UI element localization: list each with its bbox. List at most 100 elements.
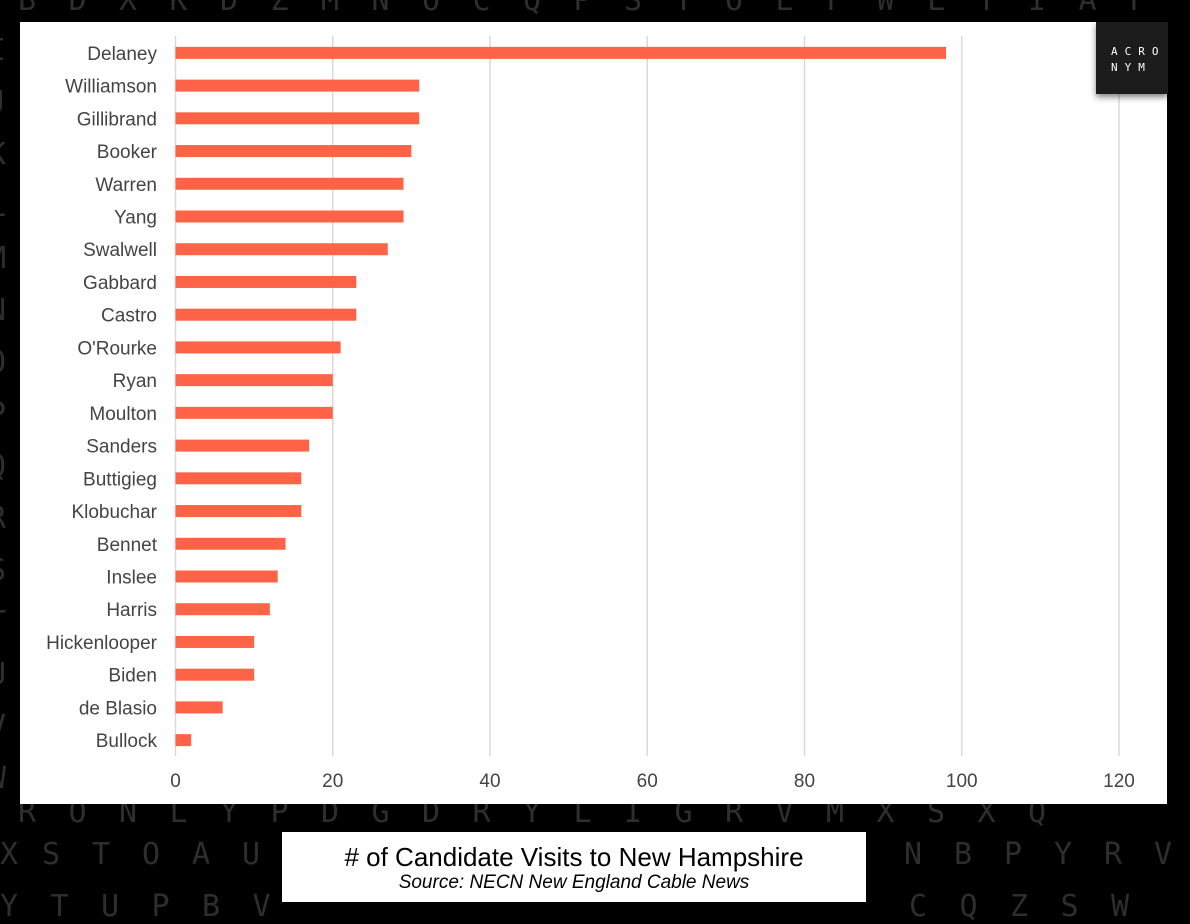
- x-tick-label: 20: [322, 771, 343, 792]
- background-letter: C: [473, 0, 491, 18]
- bar: [175, 472, 302, 485]
- background-letter: U: [242, 837, 260, 872]
- bar: [175, 308, 357, 321]
- category-label: Gabbard: [83, 273, 157, 294]
- background-letter: A: [1079, 0, 1097, 18]
- bar: [175, 374, 333, 387]
- background-letter: Q: [0, 449, 6, 484]
- background-letter: V: [0, 709, 6, 744]
- bar: [175, 243, 388, 256]
- background-letter: I: [1028, 0, 1046, 18]
- background-letter: D: [220, 0, 238, 18]
- background-letter: U: [0, 657, 6, 692]
- category-label: Williamson: [65, 77, 157, 98]
- category-label: Booker: [97, 142, 158, 163]
- bar: [175, 635, 255, 648]
- background-letter: K: [170, 0, 188, 18]
- category-label: Swalwell: [83, 240, 157, 261]
- category-label: O'Rourke: [77, 338, 157, 359]
- background-letter: V: [1154, 837, 1172, 872]
- chart-source: Source: NECN New England Cable News: [398, 872, 750, 893]
- category-label: Gillibrand: [77, 109, 157, 130]
- category-label: Warren: [95, 175, 157, 196]
- background-letter: S: [624, 0, 642, 18]
- chart-caption: # of Candidate Visits to New Hampshire S…: [282, 832, 866, 902]
- bar: [175, 439, 310, 452]
- background-letter: C: [909, 889, 927, 924]
- x-tick-label: 40: [479, 771, 500, 792]
- background-letter: J: [0, 85, 6, 120]
- background-letter: F: [826, 0, 844, 18]
- background-letter: S: [1061, 889, 1079, 924]
- background-letter: N: [904, 837, 922, 872]
- bar: [175, 275, 357, 288]
- background-letter: P: [0, 397, 6, 432]
- bar: [175, 112, 420, 125]
- background-letter: X: [119, 0, 137, 18]
- background-letter: B: [202, 889, 220, 924]
- bar: [175, 210, 404, 223]
- category-label: Hickenlooper: [46, 633, 158, 654]
- background-letter: E: [776, 0, 794, 18]
- bar: [175, 505, 302, 518]
- background-letter: Z: [1010, 889, 1028, 924]
- background-letter: T: [92, 837, 110, 872]
- category-label: Harris: [106, 600, 157, 621]
- x-tick-label: 120: [1103, 771, 1135, 792]
- category-label: Bullock: [96, 731, 158, 752]
- background-letter: M: [321, 0, 339, 18]
- bar: [175, 603, 270, 616]
- category-label: Sanders: [86, 437, 157, 458]
- category-label: de Blasio: [79, 698, 157, 719]
- category-label: Klobuchar: [71, 502, 157, 523]
- category-label: Delaney: [87, 44, 157, 65]
- logo-line-2: NYM: [1111, 61, 1152, 74]
- bar: [175, 145, 412, 158]
- category-label: Biden: [108, 666, 157, 687]
- background-letter: Z: [271, 0, 289, 18]
- bar: [175, 79, 420, 92]
- background-letter: T: [0, 605, 6, 640]
- background-letter: B: [18, 0, 36, 18]
- background-letter: W: [1111, 889, 1130, 924]
- background-letter: Q: [523, 0, 541, 18]
- background-letter: Y: [1054, 837, 1072, 872]
- bar: [175, 701, 223, 714]
- category-label: Bennet: [97, 535, 158, 556]
- x-tick-label: 0: [170, 771, 181, 792]
- bar: [175, 341, 341, 354]
- bar: [175, 406, 333, 419]
- background-letter: P: [574, 0, 592, 18]
- background-letter: T: [675, 0, 693, 18]
- background-letter: N: [372, 0, 390, 18]
- category-label: Yang: [114, 208, 157, 229]
- x-tick-label: 100: [946, 771, 978, 792]
- x-tick-label: 60: [637, 771, 658, 792]
- bar: [175, 46, 947, 59]
- background-letter: P: [1004, 837, 1022, 872]
- bar: [175, 177, 404, 190]
- background-letter: M: [0, 241, 6, 276]
- background-letter: O: [725, 0, 743, 18]
- bar-chart: 0 20 40 60 80 100 120 Delaney Williamson Gillibra…: [46, 36, 1135, 792]
- logo-line-1: ACRO: [1111, 45, 1166, 58]
- chart-panel: 0 20 40 60 80 100 120 Delaney Williamson Gillibra…: [20, 22, 1167, 804]
- background-letter: D: [69, 0, 87, 18]
- background-letter: N: [0, 293, 6, 328]
- background-letter: T: [51, 889, 69, 924]
- background-letter: R: [0, 501, 7, 536]
- background-letter: O: [422, 0, 440, 18]
- bar: [175, 570, 278, 583]
- category-label: Inslee: [106, 568, 157, 589]
- background-letter: L: [927, 0, 945, 18]
- background-letter: Y: [978, 0, 996, 18]
- background-letter: I: [0, 33, 6, 68]
- category-label: Ryan: [113, 371, 157, 392]
- background-letter: O: [0, 345, 6, 380]
- category-label: Moulton: [89, 404, 157, 425]
- background-letter: A: [192, 837, 210, 872]
- background-letter: X: [0, 837, 18, 872]
- background-letter: F: [1129, 0, 1147, 18]
- x-tick-label: 80: [794, 771, 815, 792]
- background-letter: V: [253, 889, 271, 924]
